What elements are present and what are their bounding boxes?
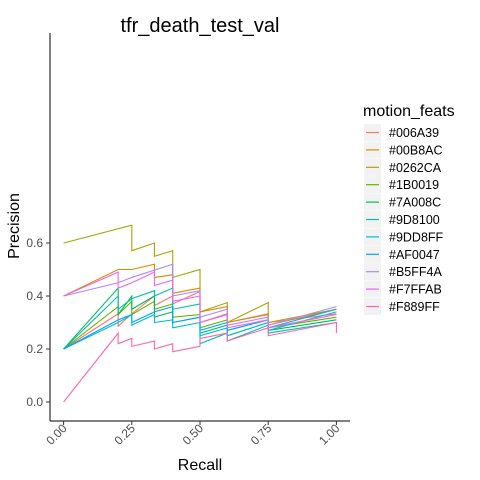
y-tick-label: 0.6	[26, 236, 43, 250]
x-tick-label: 0.75	[248, 421, 275, 448]
y-tick-label: 0.4	[26, 289, 43, 303]
legend-item-label: #B5FF4A	[389, 265, 442, 279]
x-tick-label: 0.50	[180, 421, 207, 448]
legend-item-label: #7A008C	[389, 196, 441, 210]
legend-item-label: #F7FFAB	[389, 283, 442, 297]
legend-item-label: #9DD8FF	[389, 230, 444, 244]
series-line-2	[63, 224, 337, 324]
legend-title: motion_feats	[363, 103, 455, 120]
series-line-10	[63, 321, 337, 403]
y-tick-label: 0.2	[26, 342, 43, 356]
legend-item-label: #AF0047	[389, 248, 440, 262]
x-axis-label: Recall	[178, 457, 222, 474]
x-tick-label: 0.25	[112, 421, 139, 448]
legend-item-label: #9D8100	[389, 213, 440, 227]
y-axis-label: Precision	[6, 193, 23, 259]
plot-area	[63, 224, 337, 403]
x-tick-label: 0.00	[43, 421, 70, 448]
chart-title: tfr_death_test_val	[121, 15, 280, 37]
legend-item-label: #006A39	[389, 126, 439, 140]
legend: motion_feats #006A39 #00B8AC #0262CA #1B001…	[363, 103, 455, 315]
legend-item-label: #0262CA	[389, 161, 442, 175]
y-tick-label: 0.0	[26, 395, 43, 409]
legend-item-label: #F889FF	[389, 300, 440, 314]
series-line-1	[63, 263, 337, 326]
series-line-9	[63, 271, 337, 329]
legend-item-label: #00B8AC	[389, 143, 443, 157]
x-tick-label: 1.00	[316, 421, 343, 448]
legend-item-label: #1B0019	[389, 178, 439, 192]
